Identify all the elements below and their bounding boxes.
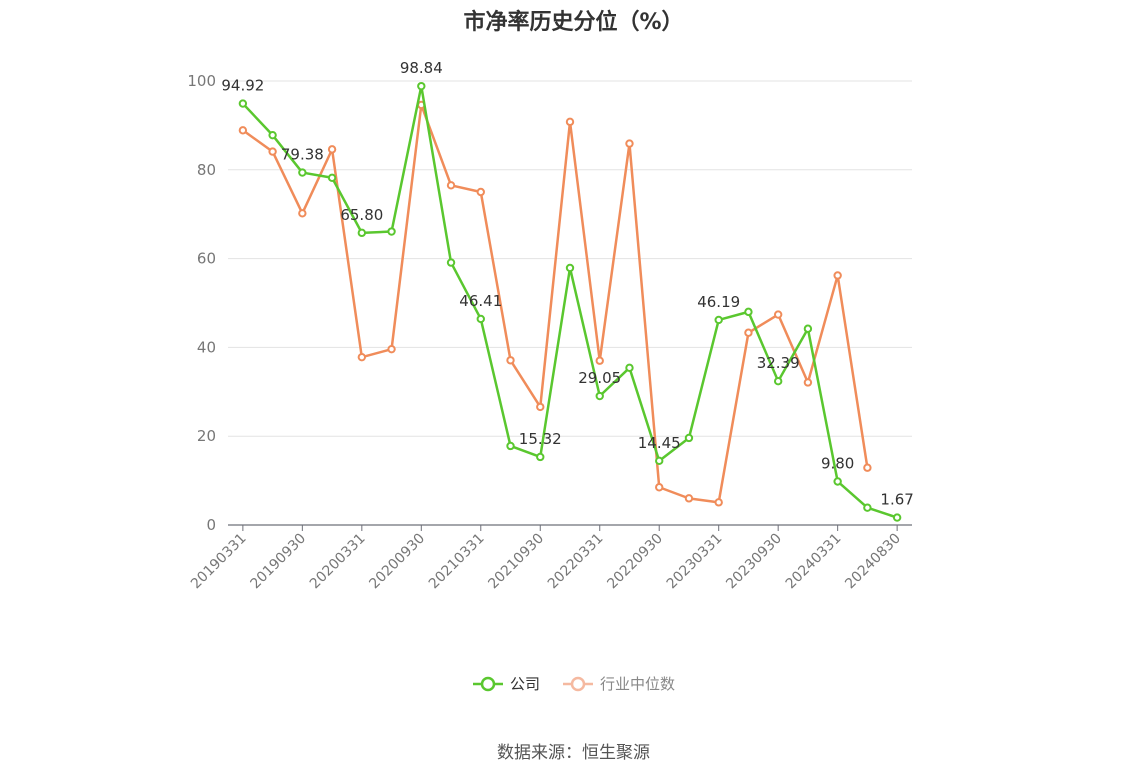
- data-point: [506, 441, 515, 451]
- y-tick-label: 40: [197, 338, 216, 356]
- x-tick-label: 20240830: [842, 531, 904, 593]
- data-label: 32.39: [757, 354, 800, 372]
- x-tick-label: 20190930: [247, 531, 309, 593]
- y-tick-label: 0: [206, 516, 216, 534]
- data-point: [803, 324, 813, 333]
- data-point: [238, 126, 248, 135]
- data-point: [565, 117, 575, 127]
- data-label: 65.80: [340, 206, 383, 224]
- data-point: [773, 376, 783, 386]
- legend: 公司 行业中位数: [0, 673, 1147, 694]
- data-labels: 94.92 79.38 65.80 98.84 46.41 15.32 29.05 14.45…: [221, 59, 913, 508]
- data-point: [684, 494, 694, 503]
- x-tick-label: 20240331: [783, 531, 845, 593]
- x-axis: 2019033120190930202003312020093020210331…: [188, 524, 912, 593]
- data-point: [298, 168, 307, 177]
- legend-item-industry[interactable]: 行业中位数: [562, 673, 675, 694]
- y-tick-label: 60: [197, 250, 216, 268]
- x-tick-label: 20210331: [426, 531, 488, 593]
- data-label: 98.84: [400, 59, 443, 77]
- legend-company-icon: [472, 676, 503, 691]
- data-label: 15.32: [519, 430, 562, 448]
- legend-industry-icon: [563, 676, 593, 691]
- legend-item-company[interactable]: 公司: [472, 673, 540, 694]
- data-point: [327, 145, 337, 154]
- data-point: [387, 227, 396, 236]
- y-tick-label: 100: [187, 72, 216, 90]
- data-source: 数据来源：恒生聚源: [497, 743, 650, 763]
- x-tick-label: 20230930: [723, 531, 785, 593]
- data-point: [387, 344, 396, 354]
- data-point: [625, 139, 634, 148]
- data-point: [476, 314, 485, 324]
- y-axis: 0 20 40 60 80 100: [187, 72, 216, 534]
- data-point: [833, 271, 842, 280]
- chart-title: 市净率历史分位（%）: [463, 10, 684, 35]
- data-point: [773, 310, 783, 319]
- data-point: [595, 391, 604, 401]
- x-tick-label: 20220930: [604, 531, 666, 593]
- data-point: [536, 452, 545, 462]
- data-point: [446, 181, 456, 190]
- data-point: [655, 483, 664, 492]
- data-point: [238, 99, 248, 108]
- data-point: [595, 356, 604, 365]
- data-label: 29.05: [578, 369, 621, 387]
- data-point: [506, 356, 515, 365]
- data-point: [744, 307, 753, 317]
- data-point: [417, 81, 426, 91]
- series-line: [241, 84, 898, 519]
- data-point: [268, 147, 277, 156]
- data-point: [268, 130, 277, 140]
- data-point: [327, 173, 337, 182]
- x-tick-label: 20190331: [188, 531, 250, 593]
- data-point: [863, 463, 872, 472]
- data-label: 94.92: [221, 77, 264, 95]
- x-tick-label: 20200930: [366, 531, 428, 593]
- grid-lines: [228, 80, 912, 437]
- data-point: [655, 456, 664, 466]
- data-point: [357, 352, 367, 362]
- series-line: [242, 103, 869, 504]
- y-tick-label: 80: [197, 161, 216, 179]
- data-point: [833, 477, 842, 486]
- data-label: 14.45: [638, 434, 681, 452]
- data-label: 1.67: [880, 491, 913, 509]
- data-label: 46.19: [697, 293, 740, 311]
- data-label: 79.38: [281, 146, 324, 164]
- data-label: 46.41: [459, 292, 502, 310]
- data-point: [744, 328, 753, 337]
- x-tick-label: 20230331: [664, 531, 726, 593]
- data-point: [803, 378, 813, 387]
- data-point: [446, 258, 456, 267]
- data-point: [684, 433, 694, 443]
- data-point: [298, 209, 307, 218]
- x-tick-label: 20220331: [545, 531, 607, 593]
- data-point: [565, 263, 575, 273]
- data-point: [863, 503, 872, 512]
- data-point: [714, 498, 723, 507]
- x-tick-label: 20200331: [307, 531, 369, 593]
- data-point: [714, 315, 723, 325]
- y-tick-label: 20: [197, 427, 216, 445]
- legend-industry-label: 行业中位数: [600, 675, 676, 693]
- data-point: [536, 402, 545, 412]
- data-label: 9.80: [821, 454, 854, 472]
- data-point: [476, 187, 485, 197]
- data-point: [892, 513, 902, 522]
- data-point: [625, 363, 634, 373]
- legend-company-label: 公司: [509, 675, 540, 693]
- data-point: [357, 228, 367, 238]
- x-tick-label: 20210930: [485, 531, 547, 593]
- series-group: [238, 81, 902, 522]
